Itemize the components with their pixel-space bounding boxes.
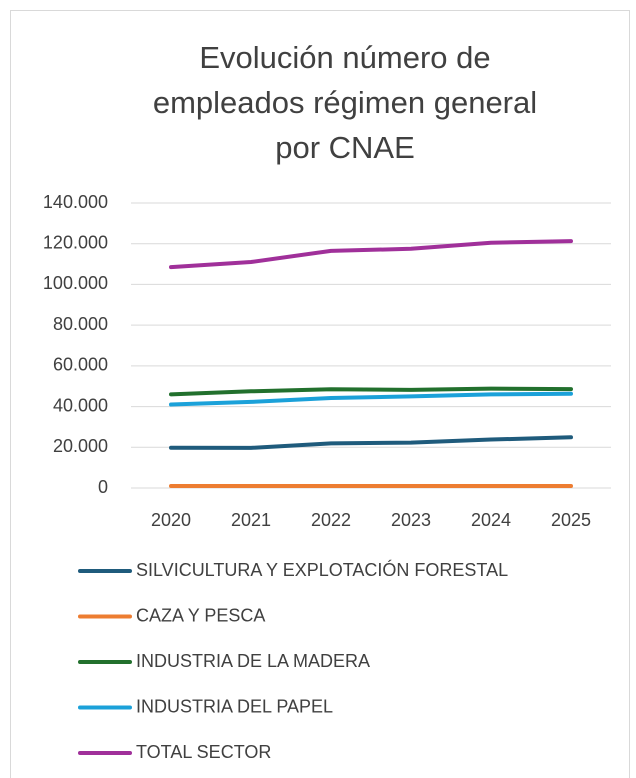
x-tick-label: 2024 — [471, 510, 511, 530]
x-tick-label: 2021 — [231, 510, 271, 530]
x-tick-label: 2025 — [551, 510, 591, 530]
legend-label: INDUSTRIA DE LA MADERA — [136, 651, 370, 671]
y-tick-label: 140.000 — [43, 192, 108, 212]
y-tick-label: 60.000 — [53, 355, 108, 375]
x-tick-label: 2023 — [391, 510, 431, 530]
x-tick-label: 2020 — [151, 510, 191, 530]
y-tick-label: 40.000 — [53, 395, 108, 415]
y-tick-label: 0 — [98, 477, 108, 497]
y-tick-label: 100.000 — [43, 273, 108, 293]
y-tick-label: 20.000 — [53, 436, 108, 456]
x-tick-label: 2022 — [311, 510, 351, 530]
y-tick-label: 120.000 — [43, 232, 108, 252]
y-tick-label: 80.000 — [53, 314, 108, 334]
chart-title: por CNAE — [275, 130, 415, 165]
legend-label: SILVICULTURA Y EXPLOTACIÓN FORESTAL — [136, 559, 508, 580]
series-line — [169, 239, 573, 270]
series-line — [169, 435, 573, 450]
legend-label: INDUSTRIA DEL PAPEL — [136, 696, 333, 716]
legend-label: CAZA Y PESCA — [136, 605, 265, 625]
series-line — [169, 386, 573, 397]
series-line — [169, 391, 573, 407]
legend-label: TOTAL SECTOR — [136, 742, 271, 762]
chart-title: empleados régimen general — [153, 85, 537, 120]
chart-title: Evolución número de — [199, 40, 490, 75]
